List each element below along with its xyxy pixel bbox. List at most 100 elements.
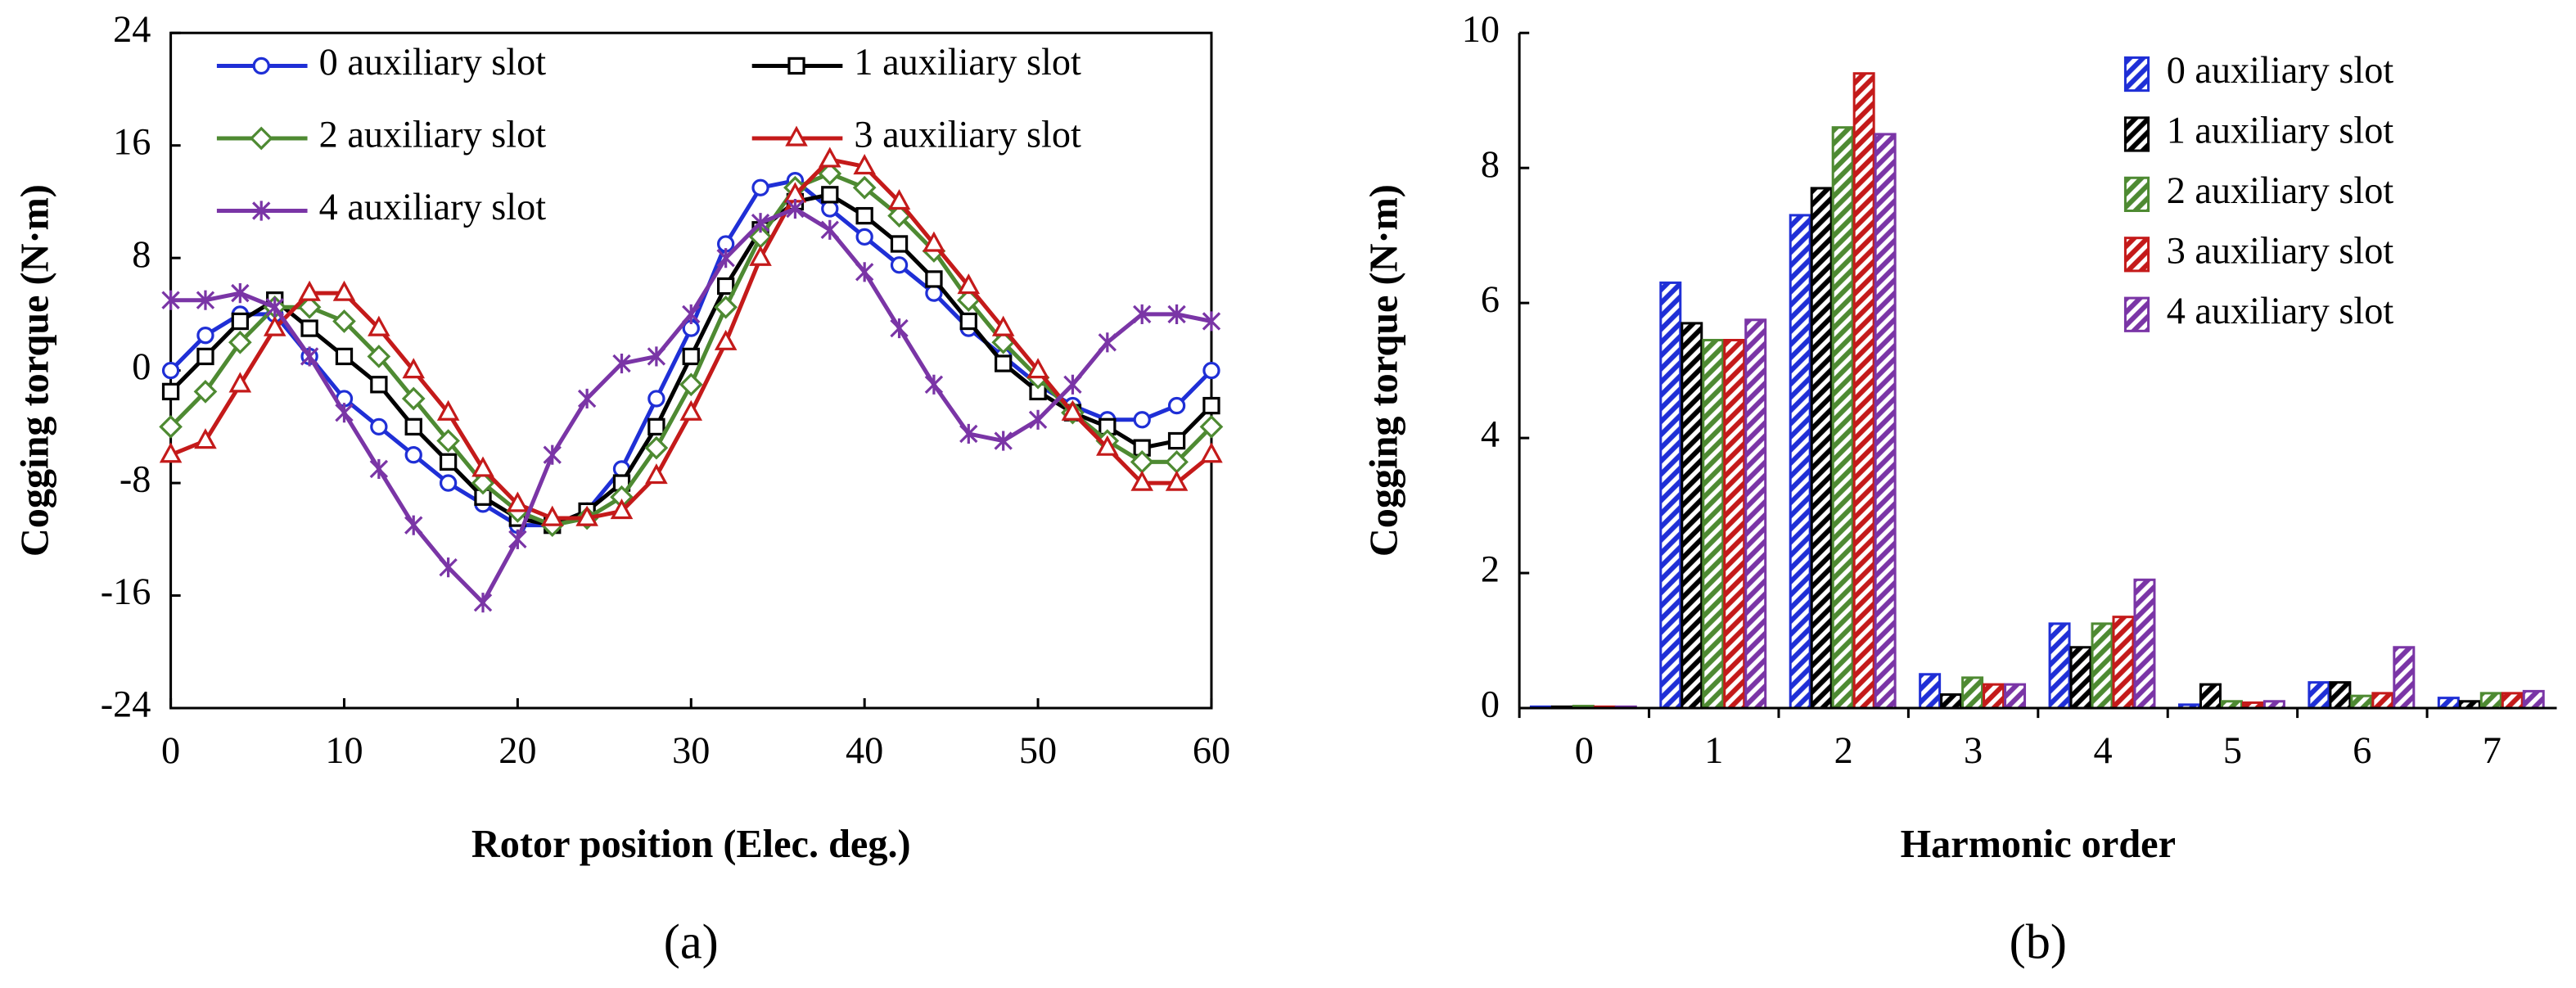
marker xyxy=(820,219,839,240)
marker xyxy=(714,295,738,319)
marker xyxy=(647,390,665,408)
y-tick-label: -8 xyxy=(120,459,151,501)
marker xyxy=(610,499,634,520)
marker xyxy=(1167,396,1186,415)
y-axis-title: Cogging torque (N·m) xyxy=(1362,184,1405,557)
y-tick-label: 0 xyxy=(1481,684,1500,726)
marker xyxy=(716,277,735,295)
marker xyxy=(297,295,322,319)
legend-label: 2 auxiliary slot xyxy=(2167,170,2394,212)
marker xyxy=(335,347,354,366)
marker xyxy=(402,358,426,379)
marker xyxy=(1165,470,1189,491)
x-tick-label: 30 xyxy=(672,730,710,772)
marker xyxy=(785,125,808,147)
y-axis-title: Cogging torque (N·m) xyxy=(14,184,57,557)
y-tick-label: 8 xyxy=(1481,144,1500,186)
x-tick-label: 20 xyxy=(499,730,536,772)
marker xyxy=(995,354,1013,372)
marker xyxy=(404,446,422,464)
marker xyxy=(404,515,423,535)
bar xyxy=(1961,676,1984,710)
bar xyxy=(2522,689,2545,710)
bar xyxy=(2371,692,2394,710)
x-tick-label: 50 xyxy=(1019,730,1057,772)
legend-swatch xyxy=(2123,176,2150,213)
marker xyxy=(265,297,284,318)
marker xyxy=(644,435,669,460)
bar xyxy=(2437,697,2460,710)
marker xyxy=(367,345,391,368)
bar xyxy=(1852,72,1875,710)
marker xyxy=(196,327,214,345)
bar xyxy=(1874,133,1897,710)
y-tick-label: 10 xyxy=(1462,9,1500,51)
marker xyxy=(786,198,805,219)
marker xyxy=(923,231,945,252)
bar xyxy=(1831,126,1854,710)
marker xyxy=(577,388,597,409)
x-axis-title: Rotor position (Elec. deg.) xyxy=(471,823,911,866)
bar xyxy=(2393,646,2416,710)
bar xyxy=(2133,578,2156,710)
marker xyxy=(1061,399,1085,421)
marker xyxy=(575,505,598,526)
marker xyxy=(716,248,735,268)
marker xyxy=(401,386,426,411)
y-tick-label: 8 xyxy=(132,234,151,276)
marker xyxy=(991,315,1015,336)
marker xyxy=(439,557,458,578)
marker xyxy=(819,147,841,168)
legend-label: 4 auxiliary slot xyxy=(2167,291,2394,332)
marker xyxy=(436,399,460,421)
marker xyxy=(682,347,700,366)
legend-swatch xyxy=(2123,116,2150,152)
marker xyxy=(994,431,1013,451)
marker xyxy=(751,213,770,233)
bar xyxy=(2350,694,2373,710)
bar xyxy=(2112,616,2135,710)
bar xyxy=(1789,214,1811,710)
marker xyxy=(1202,396,1220,415)
bar xyxy=(2308,681,2330,710)
marker xyxy=(890,256,909,274)
marker xyxy=(193,380,218,404)
y-tick-label: 24 xyxy=(113,9,151,51)
marker xyxy=(231,283,250,304)
legend-swatch xyxy=(2123,296,2150,332)
marker xyxy=(925,270,943,288)
x-tick-label: 60 xyxy=(1193,730,1230,772)
marker xyxy=(1133,411,1151,429)
marker xyxy=(161,382,180,401)
marker xyxy=(436,429,460,453)
legend-swatch xyxy=(2123,56,2150,92)
x-tick-label: 2 xyxy=(1834,730,1853,772)
marker xyxy=(1028,409,1048,430)
marker xyxy=(159,442,183,463)
marker xyxy=(540,505,564,526)
marker xyxy=(682,304,701,324)
marker xyxy=(194,428,217,449)
bar xyxy=(2048,622,2071,710)
marker xyxy=(159,415,183,439)
bar xyxy=(1702,339,1725,710)
marker xyxy=(890,235,909,253)
marker xyxy=(855,228,873,246)
marker xyxy=(161,361,180,380)
marker xyxy=(370,417,388,436)
marker xyxy=(335,403,354,423)
legend-label: 4 auxiliary slot xyxy=(319,187,547,228)
bar xyxy=(2479,692,2502,710)
marker xyxy=(787,56,805,75)
legend-label: 2 auxiliary slot xyxy=(319,115,547,156)
marker xyxy=(959,312,977,331)
x-tick-label: 0 xyxy=(1575,730,1594,772)
marker xyxy=(1096,435,1119,456)
legend-label: 3 auxiliary slot xyxy=(854,115,1081,156)
marker xyxy=(959,423,978,444)
marker xyxy=(332,280,356,301)
y-tick-label: -24 xyxy=(101,684,151,726)
marker xyxy=(439,453,458,471)
bar xyxy=(2069,646,2092,710)
x-axis-title: Harmonic order xyxy=(1901,823,2176,866)
